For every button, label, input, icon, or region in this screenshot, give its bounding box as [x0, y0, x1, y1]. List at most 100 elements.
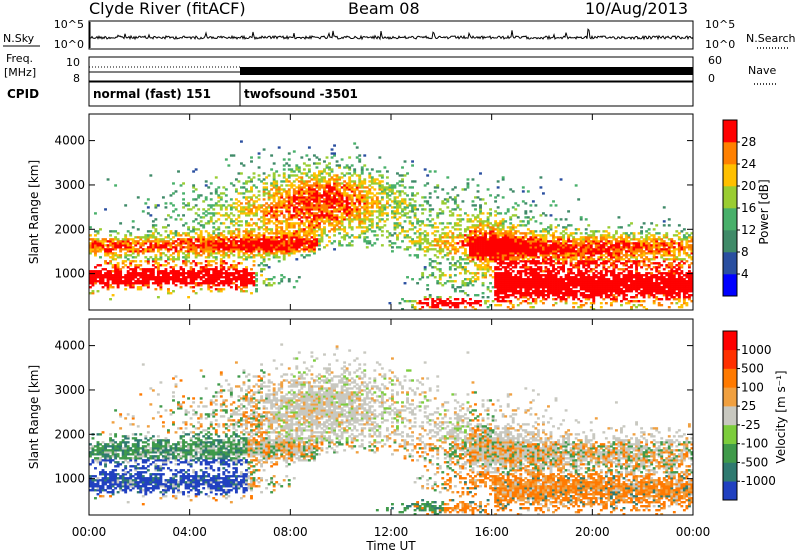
heatmap-cell — [524, 210, 528, 213]
heatmap-cell — [242, 210, 246, 213]
heatmap-cell — [310, 242, 314, 245]
heatmap-cell — [287, 152, 291, 155]
heatmap-cell — [438, 300, 442, 303]
heatmap-cell — [413, 208, 417, 211]
heatmap-cell — [562, 246, 565, 249]
heatmap-cell — [280, 280, 284, 283]
cpid-segment-label: twofsound -3501 — [244, 87, 358, 101]
heatmap-cell — [375, 210, 379, 213]
heatmap-cell — [451, 240, 455, 243]
heatmap-cell — [403, 236, 407, 239]
heatmap-cell — [91, 276, 95, 279]
heatmap-cell — [106, 280, 110, 283]
heatmap-cell — [474, 256, 477, 259]
heatmap-cell — [481, 242, 485, 245]
heatmap-cell — [521, 240, 525, 243]
heatmap-cell — [134, 250, 138, 253]
heatmap-cell — [383, 188, 387, 191]
heatmap-cell — [559, 258, 563, 261]
heatmap-cell — [131, 250, 135, 253]
heatmap-cell — [471, 248, 475, 251]
heatmap-cell — [282, 240, 286, 243]
heatmap-cell — [167, 280, 170, 283]
heatmap-cell — [443, 236, 447, 239]
heatmap-cell — [179, 272, 183, 275]
heatmap-cell — [307, 170, 311, 173]
heatmap-cell — [297, 166, 301, 169]
heatmap-cell — [297, 176, 301, 179]
heatmap-cell — [312, 190, 316, 193]
heatmap-cell — [451, 234, 455, 237]
heatmap-cell — [199, 262, 203, 265]
heatmap-cell — [363, 178, 367, 181]
heatmap-cell — [388, 194, 392, 197]
heatmap-cell — [536, 278, 540, 281]
heatmap-cell — [408, 300, 412, 303]
heatmap-cell — [572, 248, 576, 251]
heatmap-cell — [489, 274, 493, 277]
heatmap-cell — [509, 244, 513, 247]
heatmap-cell — [461, 236, 465, 239]
heatmap-cell — [358, 192, 362, 195]
heatmap-cell — [159, 258, 163, 261]
heatmap-cell — [413, 254, 417, 257]
heatmap-cell — [521, 244, 525, 247]
heatmap-cell — [207, 242, 211, 245]
heatmap-cell — [330, 214, 334, 217]
heatmap-cell — [247, 222, 251, 225]
heatmap-cell — [496, 180, 500, 183]
heatmap-cell — [260, 246, 263, 249]
heatmap-cell — [471, 178, 475, 181]
heatmap-cell — [192, 184, 196, 187]
heatmap-cell — [129, 254, 133, 257]
heatmap-cell — [526, 284, 530, 287]
heatmap-cell — [484, 300, 487, 303]
heatmap-cell — [204, 196, 208, 199]
heatmap-cell — [506, 252, 510, 255]
heatmap-cell — [89, 292, 92, 295]
heatmap-cell — [282, 214, 286, 217]
heatmap-cell — [453, 242, 457, 245]
heatmap-cell — [310, 196, 314, 199]
heatmap-cell — [365, 242, 369, 245]
heatmap-cell — [257, 264, 261, 267]
heatmap-cell — [531, 292, 535, 295]
heatmap-cell — [516, 216, 520, 219]
heatmap-cell — [363, 180, 367, 183]
heatmap-cell — [353, 180, 357, 183]
heatmap-cell — [504, 280, 508, 283]
heatmap-cell — [328, 192, 331, 195]
heatmap-cell — [476, 250, 480, 253]
heatmap-cell — [471, 244, 475, 247]
heatmap-cell — [466, 270, 470, 273]
heatmap-cell — [262, 222, 266, 225]
heatmap-cell — [287, 188, 291, 191]
heatmap-cell — [106, 262, 110, 265]
heatmap-cell — [232, 238, 236, 241]
heatmap-cell — [227, 248, 231, 251]
heatmap-cell — [552, 246, 555, 249]
heatmap-cell — [290, 236, 294, 239]
heatmap-cell — [333, 186, 336, 189]
heatmap-cell — [267, 232, 271, 235]
heatmap-cell — [290, 198, 294, 201]
heatmap-cell — [124, 282, 128, 285]
heatmap-cell — [519, 242, 523, 245]
heatmap-cell — [267, 210, 271, 213]
heatmap-cell — [446, 222, 450, 225]
heatmap-cell — [265, 250, 269, 253]
heatmap-cell — [393, 200, 397, 203]
heatmap-cell — [199, 278, 203, 281]
heatmap-cell — [559, 288, 563, 291]
heatmap-cell — [262, 260, 266, 263]
heatmap-cell — [177, 250, 180, 253]
heatmap-cell — [569, 224, 573, 227]
heatmap-cell — [375, 202, 379, 205]
heatmap-cell — [562, 264, 565, 267]
heatmap-cell — [302, 246, 306, 249]
heatmap-cell — [360, 206, 364, 209]
heatmap-cell — [275, 240, 279, 243]
heatmap-cell — [149, 268, 153, 271]
heatmap-cell — [476, 294, 480, 297]
heatmap-cell — [245, 182, 248, 185]
